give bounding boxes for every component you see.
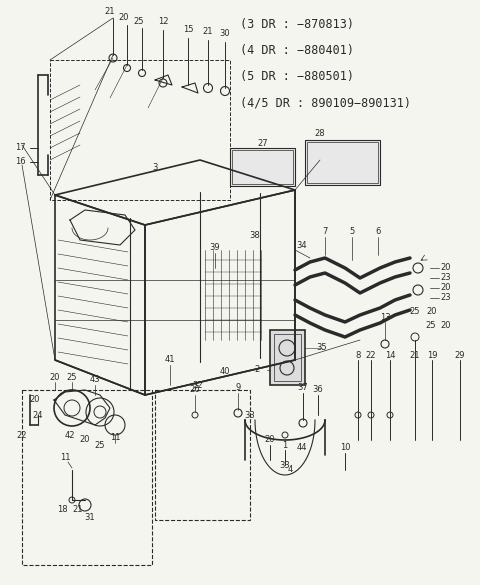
Text: 41: 41 — [165, 356, 175, 364]
Text: 37: 37 — [298, 384, 308, 393]
Text: 39: 39 — [210, 243, 220, 253]
Text: 8: 8 — [355, 350, 360, 360]
Text: 20: 20 — [80, 435, 90, 445]
Text: 42: 42 — [65, 431, 75, 439]
Text: 25: 25 — [410, 308, 420, 316]
Text: 21: 21 — [73, 505, 83, 514]
Text: 23: 23 — [440, 274, 451, 283]
Text: 23: 23 — [440, 294, 451, 302]
Text: 16: 16 — [15, 157, 25, 167]
Text: 20: 20 — [265, 435, 275, 445]
Text: 21: 21 — [105, 8, 115, 16]
Text: 20: 20 — [440, 284, 451, 292]
Text: 20: 20 — [440, 321, 451, 329]
Text: 17: 17 — [15, 143, 25, 153]
Text: 22: 22 — [17, 431, 27, 439]
Bar — [232, 150, 293, 184]
Text: 26: 26 — [190, 386, 200, 394]
Text: 14: 14 — [385, 350, 395, 360]
Text: 2: 2 — [254, 366, 260, 374]
Text: 20: 20 — [30, 395, 40, 404]
Bar — [307, 142, 378, 183]
Text: 40: 40 — [220, 367, 230, 377]
Bar — [274, 334, 301, 381]
Text: (3 DR : −870813): (3 DR : −870813) — [240, 18, 354, 31]
Text: 11: 11 — [60, 453, 70, 463]
Text: 34: 34 — [297, 240, 307, 249]
Text: 20: 20 — [427, 308, 437, 316]
Text: 19: 19 — [427, 350, 437, 360]
Text: 38: 38 — [250, 230, 260, 239]
Text: 25: 25 — [95, 441, 105, 449]
Text: 28: 28 — [315, 129, 325, 137]
Text: 21: 21 — [410, 350, 420, 360]
Text: 13: 13 — [380, 314, 390, 322]
Text: 10: 10 — [340, 443, 350, 453]
Text: 25: 25 — [425, 321, 435, 329]
Bar — [155, 390, 250, 520]
Text: (5 DR : −880501): (5 DR : −880501) — [240, 70, 354, 83]
Text: 6: 6 — [375, 228, 381, 236]
Bar — [305, 140, 380, 185]
Text: 7: 7 — [322, 228, 328, 236]
Text: 3: 3 — [152, 163, 158, 173]
Text: 33: 33 — [245, 411, 255, 419]
Text: 30: 30 — [220, 29, 230, 39]
Text: 31: 31 — [84, 514, 96, 522]
Text: 21: 21 — [203, 27, 213, 36]
Text: 1: 1 — [282, 441, 288, 449]
Text: (4 DR : −880401): (4 DR : −880401) — [240, 44, 354, 57]
Text: 33: 33 — [280, 460, 290, 470]
Text: 32: 32 — [192, 380, 204, 390]
Text: 29: 29 — [455, 350, 465, 360]
Text: 11: 11 — [110, 433, 120, 442]
Text: 15: 15 — [183, 26, 193, 35]
Bar — [270, 330, 305, 385]
Text: 43: 43 — [90, 376, 100, 384]
Text: 20: 20 — [50, 373, 60, 383]
Text: 35: 35 — [317, 343, 327, 353]
Text: 12: 12 — [158, 18, 168, 26]
Text: 5: 5 — [349, 228, 355, 236]
Text: 9: 9 — [235, 384, 240, 393]
Text: 22: 22 — [366, 350, 376, 360]
Text: 20: 20 — [440, 263, 451, 273]
Text: 18: 18 — [57, 505, 67, 514]
Bar — [22, 390, 152, 565]
Text: (4/5 DR : 890109−890131): (4/5 DR : 890109−890131) — [240, 96, 411, 109]
Text: 36: 36 — [312, 386, 324, 394]
Text: 24: 24 — [33, 411, 43, 419]
Text: 25: 25 — [67, 373, 77, 383]
Text: 20: 20 — [119, 13, 129, 22]
Bar — [230, 148, 295, 186]
Text: 25: 25 — [134, 16, 144, 26]
Text: 27: 27 — [258, 139, 268, 147]
Text: 44: 44 — [297, 443, 307, 453]
Text: 4: 4 — [288, 466, 293, 474]
